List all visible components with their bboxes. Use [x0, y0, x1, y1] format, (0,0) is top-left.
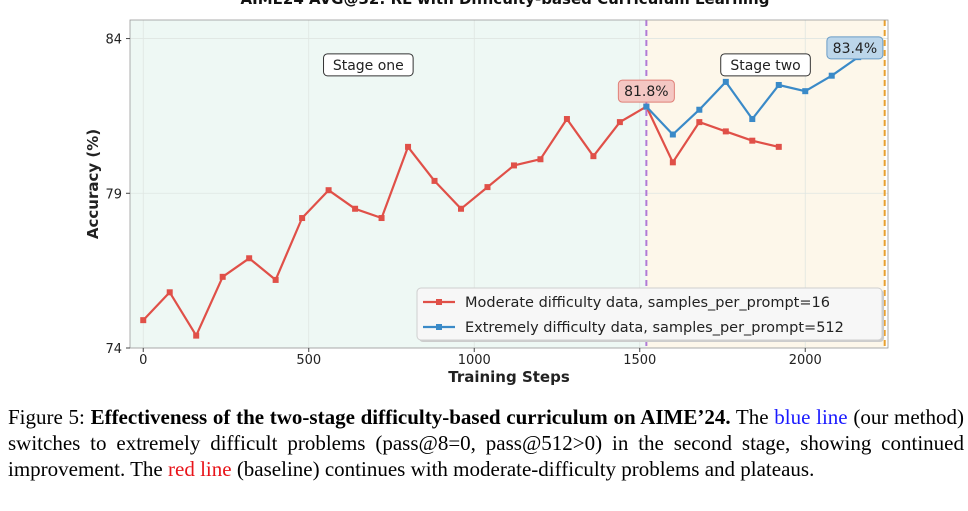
series-1-point — [510, 162, 517, 169]
caption-red-line: red line — [168, 457, 232, 481]
series-2-point — [802, 88, 809, 95]
series-1-point — [405, 143, 412, 150]
series-1-point — [749, 137, 756, 144]
chart-svg: AIME24 AVG@32: RL with Difficulty-based … — [84, 0, 889, 386]
series-2-point — [722, 78, 729, 85]
series-1-point — [696, 119, 703, 126]
x-tick-label: 2000 — [789, 353, 822, 368]
series-2-point — [828, 72, 835, 79]
caption-text-1: The — [730, 405, 775, 429]
x-tick-label: 500 — [296, 353, 321, 368]
peak-annotation-81-8-box — [617, 79, 675, 103]
caption-text-2: (our method) switches to extremely diffi… — [8, 405, 964, 481]
series-1-point — [431, 177, 438, 184]
stage-one-label: Stage one — [333, 58, 404, 74]
series-2-point — [749, 116, 756, 123]
caption-blue-line: blue line — [774, 405, 848, 429]
legend-box — [416, 287, 883, 341]
y-tick-label: 74 — [105, 342, 122, 357]
series-1-point — [299, 215, 306, 222]
series-1-point — [563, 116, 570, 123]
series-2-point — [643, 103, 650, 110]
series-2-point — [696, 106, 703, 113]
series-1-point — [775, 143, 782, 150]
series-1-point — [378, 215, 385, 222]
caption-prefix: Figure 5: — [8, 405, 91, 429]
series-1-point — [537, 156, 544, 163]
series-2-point — [775, 81, 782, 88]
legend-label-2: Extremely difficulty data, samples_per_p… — [465, 320, 844, 336]
series-1-point — [352, 205, 359, 212]
series-1-point — [219, 273, 226, 280]
x-tick-label: 1500 — [623, 353, 656, 368]
series-1-point — [458, 205, 465, 212]
series-1-point — [325, 187, 332, 194]
series-1-point — [484, 184, 491, 191]
figure-caption: Figure 5: Effectiveness of the two-stage… — [8, 404, 964, 482]
legend-label-1: Moderate difficulty data, samples_per_pr… — [465, 295, 830, 311]
peak-annotation-83-4-box — [826, 36, 884, 60]
stage-two-label: Stage two — [730, 58, 800, 74]
caption-bold: Effectiveness of the two-stage difficult… — [90, 405, 731, 429]
peak-annotation-81-8: 81.8% — [624, 84, 668, 100]
x-tick-label: 0 — [139, 353, 147, 368]
x-axis-label: Training Steps — [448, 368, 570, 386]
series-1-point — [616, 119, 623, 126]
series-1-point — [166, 289, 173, 296]
y-tick-label: 79 — [105, 187, 122, 202]
series-1-point — [246, 255, 253, 262]
y-tick-label: 84 — [105, 33, 122, 48]
series-2-point — [669, 131, 676, 138]
series-1-point — [722, 128, 729, 135]
chart: AIME24 AVG@32: RL with Difficulty-based … — [84, 0, 889, 386]
series-1-point — [669, 159, 676, 166]
series-1-point — [140, 317, 147, 324]
legend-swatch-marker — [436, 299, 442, 305]
series-1-point — [193, 332, 200, 339]
caption-text-3: (baseline) continues with moderate-diffi… — [231, 457, 815, 481]
series-1-point — [590, 153, 597, 160]
y-axis-label: Accuracy (%) — [84, 129, 102, 239]
stage-two-label-box — [720, 53, 811, 77]
x-tick-label: 1000 — [458, 353, 491, 368]
stage-one-label-box — [323, 53, 414, 77]
series-1-point — [272, 276, 279, 283]
plot-frame — [129, 19, 889, 349]
legend-swatch-marker — [436, 324, 442, 330]
peak-annotation-83-4: 83.4% — [833, 41, 877, 57]
chart-title: AIME24 AVG@32: RL with Difficulty-based … — [241, 0, 770, 8]
